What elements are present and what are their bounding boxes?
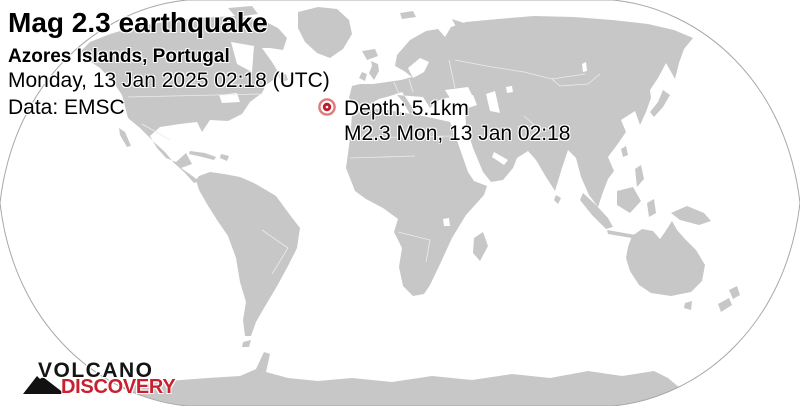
landmass-eurasia [349,16,693,207]
island-sakhalin [639,57,648,83]
data-source: Data: EMSC [8,96,125,119]
country-borders [127,59,601,275]
landmass-greenland [298,7,352,58]
great-lakes [219,93,240,103]
tierra-del-fuego [242,340,251,347]
logo-word-volcano: VOLCANO [38,359,154,382]
epicenter-target-icon [318,98,336,116]
aral-sea [506,86,513,93]
island-victoria [196,21,226,34]
magnitude-time-label: M2.3 Mon, 13 Jan 02:18 [344,122,571,145]
baja-california [119,128,131,147]
persian-gulf [492,152,508,165]
island-sri-lanka [554,195,561,204]
page-title: Mag 2.3 earthquake [8,7,268,38]
black-sea [445,87,473,98]
island-taiwan [621,146,628,157]
island-japan [650,90,670,117]
landmass-africa [346,108,487,296]
volcano-icon [23,376,65,394]
island-baffin [238,22,270,44]
depth-label: Depth: 5.1km [344,97,469,120]
hudson-bay [231,42,254,72]
island-cuba [189,151,216,160]
island-newfoundland [279,74,288,82]
island-new-zealand-north [729,286,740,299]
island-ireland [359,72,367,81]
island-madagascar [473,232,488,261]
island-philippines [635,165,644,187]
landmass-north-america [78,16,287,183]
island-hispaniola [220,154,229,161]
epicenter-center-dot [325,105,329,109]
island-ellesmere [228,6,258,17]
island-hainan [601,162,607,169]
lake-victoria [443,218,450,226]
event-datetime: Monday, 13 Jan 2025 02:18 (UTC) [8,69,330,92]
lake-baikal [582,62,587,72]
island-sumatra [580,193,613,229]
island-svalbard [400,11,416,19]
island-tasmania [684,301,692,310]
landmass-australia [626,221,705,296]
landmass-south-america [196,172,300,336]
volcano-discovery-logo[interactable]: VOLCANO DISCOVERY [22,356,202,402]
event-location: Azores Islands, Portugal [8,46,230,67]
caspian-sea [486,91,500,113]
landmass-antarctica [90,352,688,406]
island-sulawesi [647,199,656,217]
island-new-zealand-south [718,298,732,312]
landmasses [78,6,740,406]
island-great-britain [369,61,379,80]
logo-word-discovery: DISCOVERY [61,376,176,398]
island-iceland [362,49,378,60]
island-new-guinea [671,206,711,225]
island-borneo [617,187,641,213]
baltic-sea [408,58,429,78]
